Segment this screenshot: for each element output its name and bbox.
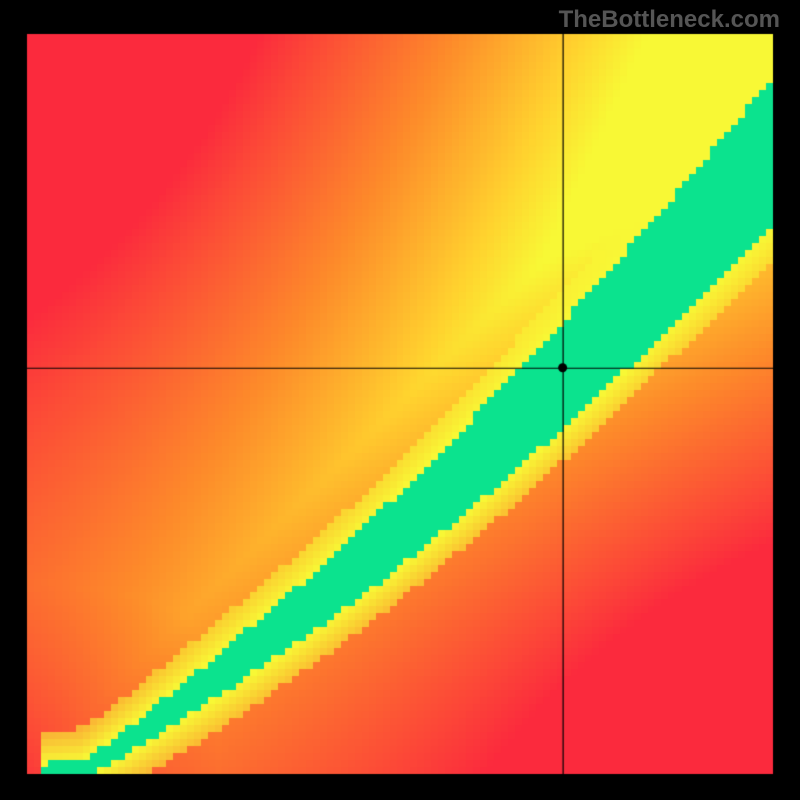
chart-container: TheBottleneck.com (0, 0, 800, 800)
watermark-text: TheBottleneck.com (559, 6, 780, 34)
heatmap-canvas (0, 0, 800, 800)
